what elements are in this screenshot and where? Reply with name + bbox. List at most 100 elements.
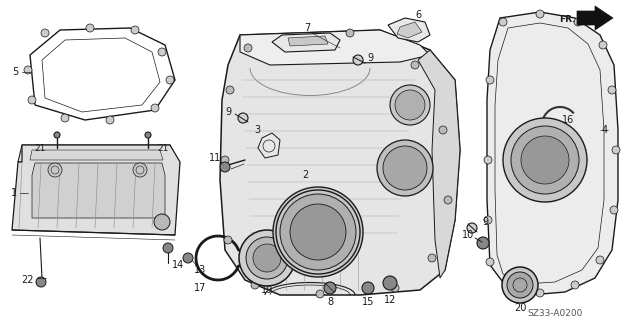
Circle shape	[502, 267, 538, 303]
Text: 5: 5	[12, 67, 18, 77]
Text: 9: 9	[225, 107, 231, 117]
Circle shape	[428, 254, 436, 262]
Polygon shape	[418, 50, 460, 278]
Text: 18: 18	[519, 173, 531, 183]
Circle shape	[226, 86, 234, 94]
Circle shape	[599, 41, 607, 49]
Polygon shape	[220, 30, 460, 295]
Circle shape	[24, 66, 32, 74]
Circle shape	[353, 55, 363, 65]
Circle shape	[251, 281, 259, 289]
Text: 20: 20	[514, 303, 526, 313]
Polygon shape	[577, 6, 613, 30]
Circle shape	[536, 10, 544, 18]
Polygon shape	[272, 33, 340, 52]
Circle shape	[86, 24, 94, 32]
Polygon shape	[12, 145, 180, 235]
Text: 16: 16	[562, 115, 574, 125]
Circle shape	[133, 163, 147, 177]
Text: SZ33-A0200: SZ33-A0200	[527, 308, 582, 317]
Circle shape	[536, 289, 544, 297]
Text: 1: 1	[11, 188, 17, 198]
Circle shape	[253, 244, 281, 272]
Polygon shape	[487, 12, 618, 295]
Circle shape	[486, 76, 494, 84]
Circle shape	[54, 132, 60, 138]
Circle shape	[596, 256, 604, 264]
Text: 8: 8	[327, 297, 333, 307]
Text: 13: 13	[194, 265, 206, 275]
Circle shape	[574, 18, 582, 26]
Text: 11: 11	[209, 153, 221, 163]
Text: 15: 15	[362, 297, 374, 307]
Text: 14: 14	[172, 260, 184, 270]
Circle shape	[503, 118, 587, 202]
Circle shape	[390, 85, 430, 125]
Circle shape	[48, 163, 62, 177]
Circle shape	[151, 104, 159, 112]
Circle shape	[571, 281, 579, 289]
Text: 4: 4	[602, 125, 608, 135]
Polygon shape	[258, 133, 280, 158]
Text: 17: 17	[194, 283, 206, 293]
Text: 19: 19	[261, 285, 273, 295]
Circle shape	[511, 126, 579, 194]
Circle shape	[280, 194, 356, 270]
Circle shape	[154, 214, 170, 230]
Circle shape	[486, 258, 494, 266]
Text: 6: 6	[415, 10, 421, 20]
Text: 12: 12	[384, 295, 396, 305]
Text: 10: 10	[462, 230, 474, 240]
Circle shape	[395, 90, 425, 120]
Polygon shape	[397, 22, 422, 38]
Text: 2: 2	[302, 170, 308, 180]
Polygon shape	[18, 145, 175, 162]
Polygon shape	[240, 30, 430, 65]
Circle shape	[477, 237, 489, 249]
Circle shape	[504, 280, 512, 288]
Text: FR.: FR.	[559, 14, 576, 23]
Circle shape	[467, 223, 477, 233]
Circle shape	[608, 86, 616, 94]
Circle shape	[316, 290, 324, 298]
Circle shape	[439, 126, 447, 134]
Text: 9: 9	[367, 53, 373, 63]
Circle shape	[41, 29, 49, 37]
Polygon shape	[388, 18, 430, 42]
Text: 21: 21	[35, 143, 46, 153]
Circle shape	[362, 282, 374, 294]
Circle shape	[444, 196, 452, 204]
Circle shape	[411, 61, 419, 69]
Circle shape	[239, 230, 295, 286]
Circle shape	[221, 156, 229, 164]
Circle shape	[106, 116, 114, 124]
Circle shape	[383, 276, 397, 290]
Circle shape	[244, 44, 252, 52]
Circle shape	[131, 26, 139, 34]
Circle shape	[499, 18, 507, 26]
Circle shape	[484, 156, 492, 164]
Circle shape	[521, 136, 569, 184]
Circle shape	[166, 76, 174, 84]
Circle shape	[377, 140, 433, 196]
Circle shape	[290, 204, 346, 260]
Circle shape	[183, 253, 193, 263]
Circle shape	[158, 48, 166, 56]
Circle shape	[238, 113, 248, 123]
Circle shape	[273, 187, 363, 277]
Text: 9: 9	[482, 217, 488, 227]
Text: 3: 3	[254, 125, 260, 135]
Text: 21: 21	[157, 143, 169, 153]
Text: 7: 7	[304, 23, 310, 33]
Circle shape	[484, 216, 492, 224]
Circle shape	[610, 206, 618, 214]
Circle shape	[220, 162, 230, 172]
Circle shape	[224, 236, 232, 244]
Polygon shape	[288, 36, 328, 46]
Circle shape	[145, 132, 151, 138]
Circle shape	[391, 284, 399, 292]
Circle shape	[383, 146, 427, 190]
Circle shape	[36, 277, 46, 287]
Text: 22: 22	[21, 275, 33, 285]
Polygon shape	[30, 150, 163, 160]
